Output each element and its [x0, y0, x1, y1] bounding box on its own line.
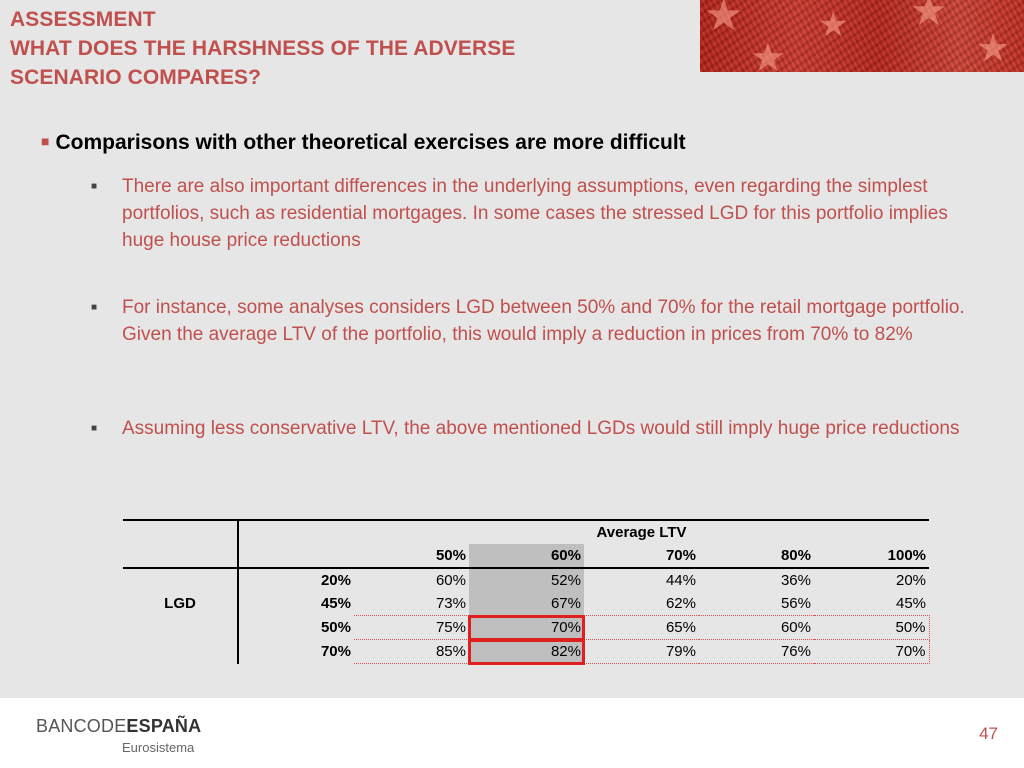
star-icon: ★	[818, 6, 849, 44]
table-cell: 67%	[469, 592, 584, 616]
table-cell: 44%	[665, 571, 696, 589]
table-cell: 52%	[469, 568, 584, 592]
decorative-flag-banner: ★ ★ ★ ★ ★	[700, 0, 1024, 72]
table-cell: 62%	[665, 594, 696, 612]
sub-bullet-marker-icon: ■	[91, 181, 98, 192]
bullet-square-icon: ■	[41, 133, 50, 149]
column-header: 100%	[814, 544, 930, 569]
table-cell: 79%	[584, 639, 699, 664]
sub-bullet-1: There are also important differences in …	[122, 176, 948, 251]
table-row: LGD 45% 73% 67% 62% 56% 45%	[123, 592, 929, 616]
lgd-ltv-table: Average LTV 50% 60% 70% 80% 100% 20% 60%…	[123, 519, 930, 665]
table-cell: 76%	[699, 639, 814, 664]
table-cell: 60%	[699, 615, 814, 640]
star-icon: ★	[976, 28, 1011, 70]
star-icon: ★	[750, 36, 786, 72]
star-icon: ★	[704, 0, 744, 40]
column-group-label: Average LTV	[354, 519, 930, 544]
sub-bullet-marker-icon: ■	[91, 423, 98, 434]
logo-word-banco: BANCO	[36, 716, 102, 736]
column-header: 70%	[584, 544, 699, 569]
table-column-header-row: 50% 60% 70% 80% 100%	[123, 544, 930, 569]
sub-bullet-2: For instance, some analyses considers LG…	[122, 297, 965, 345]
title-line-1: ASSESSMENT	[10, 8, 156, 31]
main-bullet-text: Comparisons with other theoretical exerc…	[55, 131, 686, 154]
star-icon: ★	[910, 0, 948, 34]
row-header: 20%	[320, 571, 351, 589]
row-group-label: LGD	[123, 592, 239, 616]
banco-de-espana-logo: BANCODEESPAÑA Eurosistema	[36, 716, 201, 755]
logo-subtitle: Eurosistema	[122, 740, 195, 755]
slide-title: ASSESSMENT WHAT DOES THE HARSHNESS OF TH…	[10, 5, 690, 92]
logo-word-de: DE	[101, 716, 127, 736]
table-cell: 65%	[584, 615, 699, 640]
table-header-group-row: Average LTV	[123, 519, 930, 544]
table-cell: 70%	[814, 639, 930, 664]
column-header: 60%	[469, 544, 584, 569]
logo-word-espana: ESPAÑA	[126, 716, 202, 736]
table-row: 20% 60% 52% 44% 36% 20%	[123, 568, 929, 592]
highlighted-cell: 82%	[468, 638, 585, 665]
table-cell: 60%	[435, 571, 466, 589]
table-cell: 56%	[780, 594, 811, 612]
table-cell: 45%	[895, 594, 927, 612]
row-header: 50%	[320, 618, 351, 636]
table-cell: 85%	[354, 639, 469, 664]
title-line-2: WHAT DOES THE HARSHNESS OF THE ADVERSE	[10, 37, 516, 60]
table-cell: 36%	[780, 571, 811, 589]
column-header: 50%	[354, 544, 469, 569]
row-header: 70%	[320, 642, 351, 660]
table-cell: 75%	[354, 615, 469, 640]
page-number: 47	[979, 724, 998, 743]
table-cell: 20%	[895, 571, 927, 589]
table-row: 50% 75% 70% 65% 60% 50%	[123, 614, 930, 641]
row-header: 45%	[320, 594, 351, 612]
main-bullet: ■ Comparisons with other theoretical exer…	[41, 128, 686, 159]
highlighted-cell: 70%	[468, 614, 585, 641]
column-header: 80%	[699, 544, 814, 569]
sub-bullet-3: Assuming less conservative LTV, the abov…	[122, 418, 960, 439]
table-cell: 50%	[814, 615, 930, 640]
sub-bullet-marker-icon: ■	[91, 302, 98, 313]
title-line-3: SCENARIO COMPARES?	[10, 66, 262, 89]
table-cell: 73%	[435, 594, 466, 612]
table-row: 70% 85% 82% 79% 76% 70%	[123, 638, 930, 665]
